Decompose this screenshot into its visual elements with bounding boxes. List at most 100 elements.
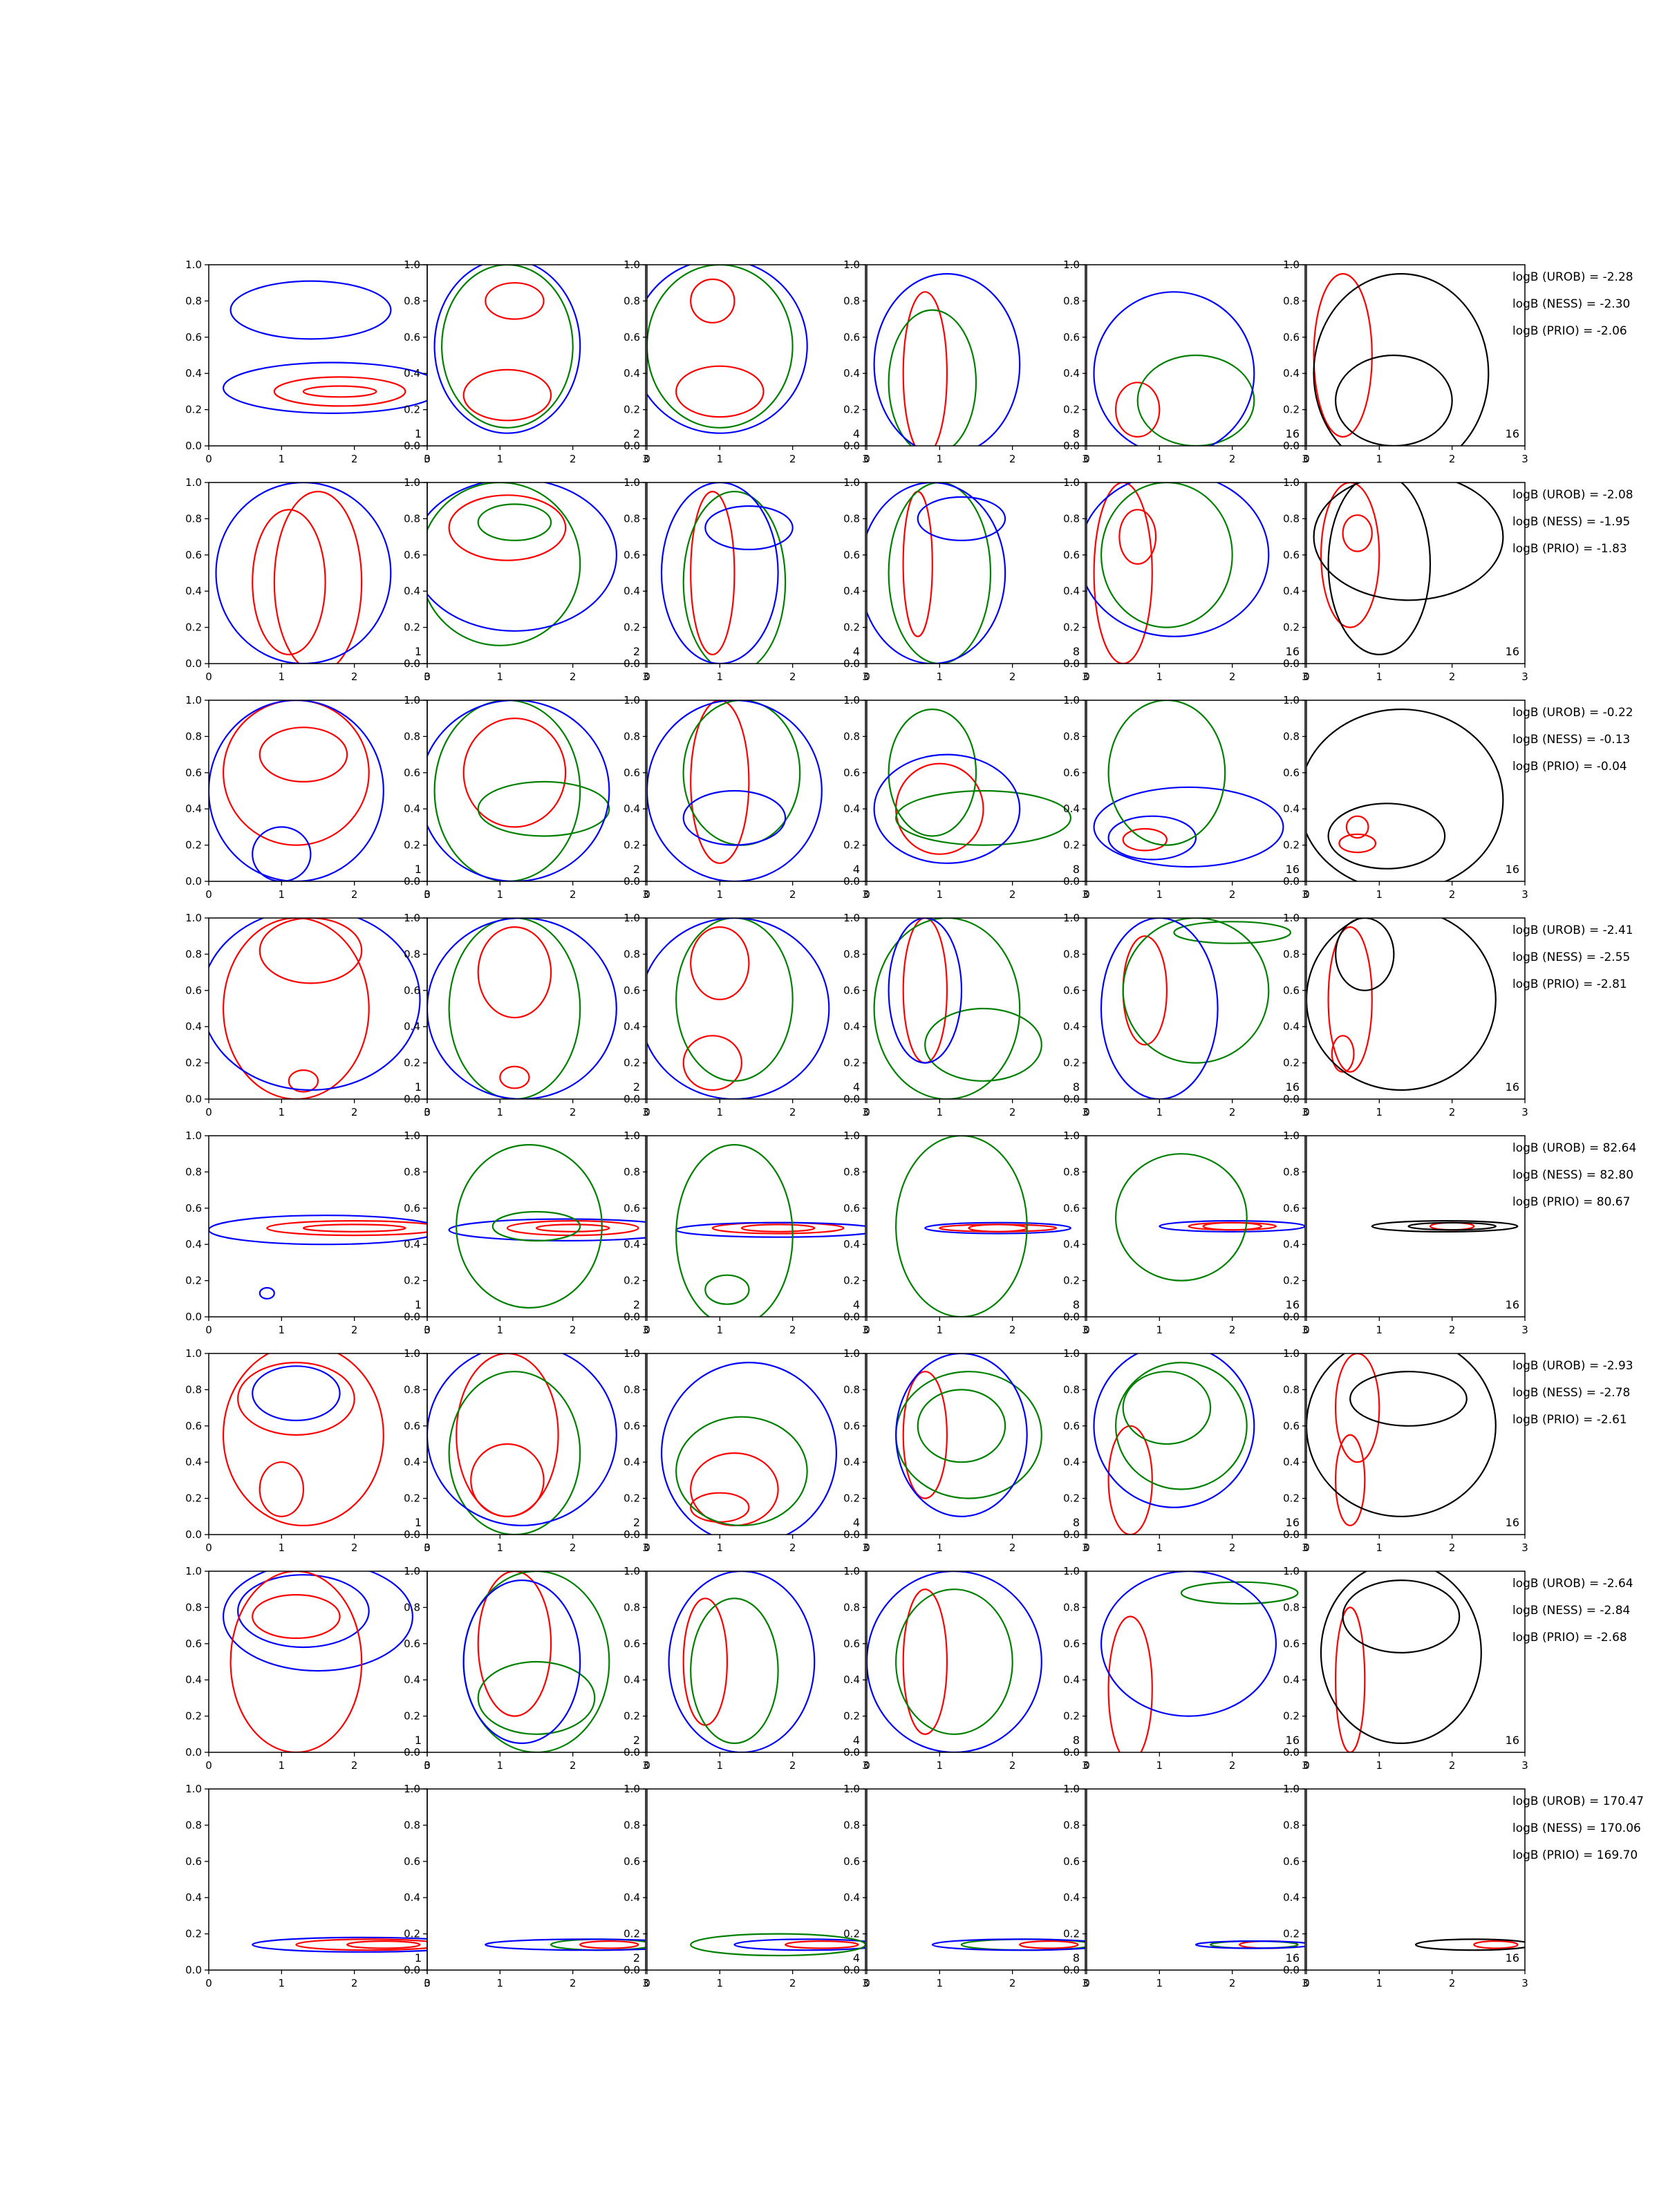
y-tick-label: 0.2 [185, 1275, 202, 1287]
contour-red [1320, 482, 1380, 628]
y-tick-label: 0.4 [185, 585, 202, 597]
x-tick-label: 3 [862, 1977, 869, 1989]
x-tick-label: 0 [863, 1324, 870, 1336]
axes-frame [427, 1788, 646, 1971]
contour-group [485, 1938, 646, 1951]
x-tick-label: 1 [279, 1541, 285, 1554]
x-tick-label: 3 [642, 453, 649, 465]
y-tick-label: 0.6 [404, 331, 420, 344]
x-tick-label: 1 [717, 1759, 724, 1772]
axes-frame [866, 482, 1086, 664]
y-tick-label: 0.4 [185, 1891, 202, 1904]
x-tick-label: 1 [279, 1759, 285, 1772]
panel-r5-c1: 0 1 2 3 0.0 0.2 0.4 0.6 0.8 1.0 1 [185, 1130, 431, 1336]
panel-label: 4 [853, 1951, 860, 1965]
y-tick-label: 0.0 [185, 1964, 202, 1976]
y-tick-label: 0.0 [624, 1528, 640, 1541]
x-tick-label: 0 [205, 671, 212, 683]
x-tick-label: 1 [717, 888, 724, 901]
y-tick-label: 0.2 [185, 1057, 202, 1069]
y-tick-label: 0.0 [624, 1311, 640, 1323]
y-tick-label: 0.6 [404, 549, 420, 561]
y-tick-label: 0.4 [185, 367, 202, 379]
y-tick-label: 0.2 [1283, 1492, 1300, 1505]
y-tick-label: 0.4 [185, 1238, 202, 1250]
y-tick-label: 1.0 [624, 259, 640, 271]
contour-green [895, 1136, 1028, 1317]
y-tick-label: 0.0 [185, 875, 202, 888]
contour-red [252, 509, 326, 655]
y-tick-label: 0.0 [1063, 440, 1080, 452]
y-tick-label: 1.0 [1283, 694, 1300, 706]
x-tick-label: 1 [1376, 1541, 1383, 1554]
contour-blue [209, 1215, 427, 1246]
axes-frame [646, 700, 866, 882]
logb-annotation: logB (UROB) = -0.22 [1512, 706, 1633, 720]
y-tick-label: 0.0 [1283, 657, 1300, 670]
y-tick-label: 1.0 [1283, 1130, 1300, 1142]
x-tick-label: 3 [642, 671, 649, 683]
y-tick-label: 0.6 [624, 1202, 640, 1215]
axes-frame [866, 1353, 1086, 1535]
axes-frame [208, 1353, 428, 1535]
x-tick-label: 3 [424, 453, 431, 465]
logb-annotation: logB (NESS) = -2.55 [1512, 950, 1630, 964]
contour-red [259, 1461, 304, 1517]
x-tick-label: 2 [1229, 1541, 1236, 1554]
contour-blue [229, 280, 392, 340]
y-tick-label: 0.0 [1283, 1093, 1300, 1105]
y-tick-label: 0.2 [843, 1928, 860, 1940]
x-tick-label: 0 [205, 888, 212, 901]
y-tick-label: 0.4 [843, 1456, 860, 1468]
x-tick-label: 3 [862, 1106, 869, 1118]
x-tick-label: 3 [1521, 1324, 1528, 1336]
y-tick-label: 0.2 [1063, 1710, 1080, 1723]
y-tick-label: 0.0 [185, 1311, 202, 1323]
y-tick-label: 0.6 [1283, 549, 1300, 561]
panel-r7-c3: 0 1 2 30.00.20.40.60.81.04 [624, 1565, 869, 1772]
x-tick-label: 2 [1449, 1324, 1456, 1336]
contour-blue [660, 482, 779, 664]
y-tick-label: 0.4 [1283, 1020, 1300, 1033]
y-tick-label: 0.4 [404, 803, 420, 815]
axes-frame [427, 264, 646, 447]
logb-annotation: logB (NESS) = -2.30 [1512, 297, 1630, 311]
x-tick-label: 2 [789, 1977, 796, 1989]
contour-blue [427, 1353, 617, 1526]
x-tick-label: 3 [1082, 888, 1089, 901]
axes-frame [1306, 1571, 1526, 1753]
x-tick-label: 2 [351, 888, 358, 901]
axes-frame [1086, 482, 1306, 664]
y-tick-label: 0.0 [843, 1093, 860, 1105]
y-tick-label: 0.0 [1283, 440, 1300, 452]
logb-annotation: logB (PRIO) = -2.81 [1512, 977, 1627, 991]
y-tick-label: 0.4 [624, 1674, 640, 1686]
x-tick-label: 0 [205, 1759, 212, 1772]
contour-black [1306, 1353, 1497, 1517]
logb-annotation: logB (UROB) = -2.28 [1512, 270, 1633, 284]
contour-black [1320, 1571, 1482, 1744]
y-tick-label: 0.4 [624, 367, 640, 379]
y-tick-label: 0.4 [404, 1020, 420, 1033]
x-tick-label: 1 [717, 1324, 724, 1336]
y-tick-label: 0.4 [1063, 1456, 1080, 1468]
y-tick-label: 0.6 [843, 1420, 860, 1432]
contour-group [895, 1136, 1071, 1317]
y-tick-label: 1.0 [843, 1565, 860, 1577]
y-tick-label: 1.0 [404, 1565, 420, 1577]
y-tick-label: 0.8 [1063, 294, 1080, 307]
contour-group [1114, 1153, 1305, 1282]
y-tick-label: 0.8 [843, 1383, 860, 1396]
x-tick-label: 2 [1009, 671, 1016, 683]
y-tick-label: 0.6 [624, 331, 640, 344]
x-tick-label: 1 [1376, 888, 1383, 901]
panel-label: 2 [633, 1951, 640, 1965]
y-tick-label: 0.8 [843, 730, 860, 742]
x-tick-label: 0 [1083, 671, 1090, 683]
axes-frame [1086, 1135, 1306, 1318]
y-tick-label: 0.4 [185, 1456, 202, 1468]
contour-red [273, 491, 363, 664]
y-tick-label: 0.2 [404, 621, 420, 634]
y-tick-label: 0.6 [185, 767, 202, 779]
y-tick-label: 0.2 [404, 1492, 420, 1505]
